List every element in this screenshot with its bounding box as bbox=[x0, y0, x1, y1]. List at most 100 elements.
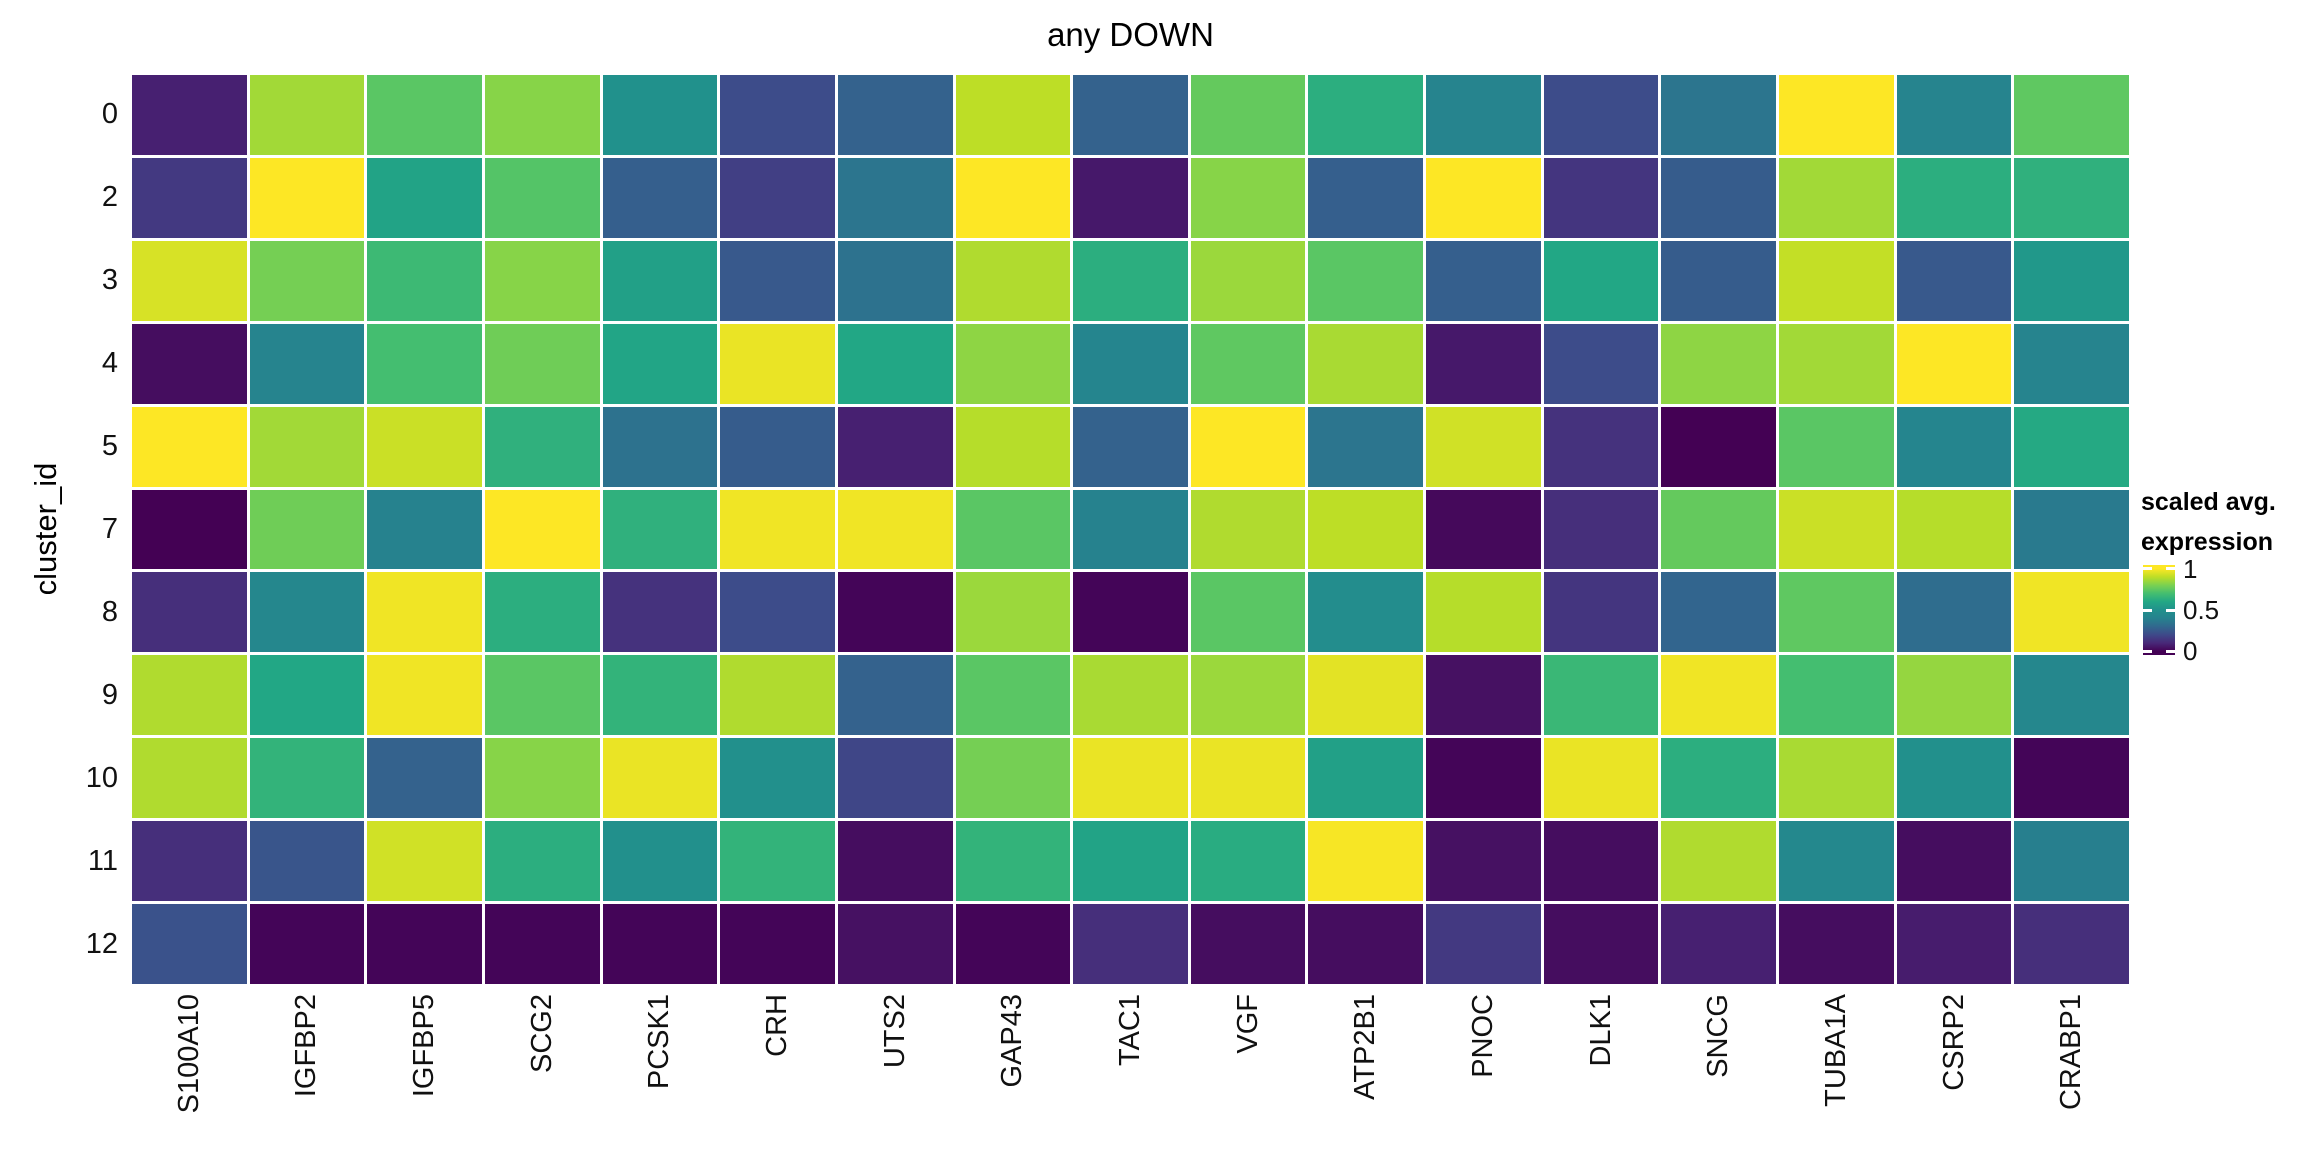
heatmap-cell bbox=[837, 323, 953, 404]
heatmap-cell bbox=[1073, 904, 1188, 984]
heatmap-cell bbox=[1073, 406, 1188, 487]
y-tick-label: 10 bbox=[85, 761, 118, 794]
heatmap-cell bbox=[1779, 406, 1894, 487]
legend-tick-mark bbox=[2143, 649, 2152, 653]
heatmap-cell bbox=[1426, 157, 1541, 238]
x-tick-label-text: CSRP2 bbox=[1937, 994, 1970, 1091]
x-tick-label: TUBA1A bbox=[1779, 994, 1894, 1149]
x-tick-label-text: TUBA1A bbox=[1819, 994, 1852, 1107]
heatmap-cell bbox=[2014, 406, 2129, 487]
heatmap-cell bbox=[1073, 489, 1188, 570]
y-axis-tick-labels: 0 2 3 4 5 7 8 9 10 11 12 bbox=[0, 75, 118, 984]
heatmap-cell bbox=[1308, 572, 1424, 653]
heatmap-grid bbox=[132, 75, 2129, 984]
heatmap-cell bbox=[367, 406, 482, 487]
chart-title: any DOWN bbox=[1047, 16, 1214, 53]
heatmap-cell bbox=[249, 572, 365, 653]
heatmap-cell bbox=[249, 655, 365, 736]
x-tick-label: CRABP1 bbox=[2014, 994, 2129, 1149]
x-tick-label-text: TAC1 bbox=[1113, 994, 1146, 1066]
heatmap-cell bbox=[1426, 738, 1541, 819]
heatmap-cell bbox=[837, 904, 953, 984]
y-tick-label: 8 bbox=[101, 595, 118, 628]
heatmap-cell bbox=[1896, 489, 2012, 570]
heatmap-cell bbox=[1073, 240, 1188, 321]
heatmap-cell bbox=[1190, 821, 1306, 902]
heatmap-cell bbox=[367, 323, 482, 404]
heatmap-cell bbox=[1896, 406, 2012, 487]
heatmap-cell bbox=[720, 75, 835, 155]
x-tick-label: SCG2 bbox=[485, 994, 600, 1149]
heatmap-cell bbox=[1896, 157, 2012, 238]
x-tick-label: DLK1 bbox=[1544, 994, 1659, 1149]
heatmap-cell bbox=[1308, 75, 1424, 155]
heatmap-cell bbox=[1190, 489, 1306, 570]
heatmap-cell bbox=[1661, 240, 1777, 321]
heatmap-cell bbox=[955, 904, 1071, 984]
heatmap-cell bbox=[1073, 572, 1188, 653]
heatmap-cell bbox=[1896, 75, 2012, 155]
heatmap-cell bbox=[132, 489, 247, 570]
heatmap-cell bbox=[484, 738, 600, 819]
heatmap-cell bbox=[484, 821, 600, 902]
heatmap-cell bbox=[249, 157, 365, 238]
heatmap-cell bbox=[1308, 240, 1424, 321]
heatmap-cell bbox=[1896, 323, 2012, 404]
heatmap-cell bbox=[2014, 738, 2129, 819]
legend-tick-mark bbox=[2166, 567, 2175, 571]
heatmap-cell bbox=[1073, 323, 1188, 404]
legend-tick-label: 1 bbox=[2183, 553, 2198, 584]
heatmap-cell bbox=[720, 406, 835, 487]
heatmap-cell bbox=[602, 904, 718, 984]
x-tick-label-text: SCG2 bbox=[525, 994, 558, 1073]
heatmap-cell bbox=[1661, 904, 1777, 984]
heatmap-cell bbox=[837, 240, 953, 321]
heatmap-cell bbox=[1543, 904, 1659, 984]
heatmap-cell bbox=[1543, 489, 1659, 570]
x-tick-label: SNCG bbox=[1661, 994, 1776, 1149]
heatmap-cell bbox=[1779, 75, 1894, 155]
heatmap-cell bbox=[1308, 489, 1424, 570]
heatmap-cell bbox=[2014, 489, 2129, 570]
heatmap-cell bbox=[1779, 738, 1894, 819]
heatmap-cell bbox=[1543, 572, 1659, 653]
heatmap-cell bbox=[132, 75, 247, 155]
heatmap-cell bbox=[1543, 75, 1659, 155]
heatmap-cell bbox=[1190, 904, 1306, 984]
heatmap-cell bbox=[837, 406, 953, 487]
heatmap-cell bbox=[1779, 240, 1894, 321]
heatmap-cell bbox=[1543, 240, 1659, 321]
heatmap-cell bbox=[955, 821, 1071, 902]
heatmap-cell bbox=[1308, 655, 1424, 736]
heatmap-cell bbox=[1426, 489, 1541, 570]
heatmap-cell bbox=[249, 489, 365, 570]
heatmap-cell bbox=[2014, 572, 2129, 653]
heatmap-cell bbox=[1073, 75, 1188, 155]
heatmap-cell bbox=[1896, 821, 2012, 902]
legend-tick-mark bbox=[2166, 608, 2175, 612]
heatmap-cell bbox=[1073, 655, 1188, 736]
heatmap-cell bbox=[249, 904, 365, 984]
heatmap-cell bbox=[1779, 821, 1894, 902]
heatmap-cell bbox=[1661, 323, 1777, 404]
heatmap-cell bbox=[602, 738, 718, 819]
y-tick-label: 4 bbox=[101, 347, 118, 380]
heatmap-cell bbox=[484, 489, 600, 570]
heatmap-cell bbox=[1661, 738, 1777, 819]
heatmap-cell bbox=[1661, 406, 1777, 487]
heatmap-cell bbox=[720, 489, 835, 570]
heatmap-cell bbox=[720, 572, 835, 653]
x-tick-label: S100A10 bbox=[132, 994, 247, 1149]
x-tick-label-text: ATP2B1 bbox=[1349, 994, 1382, 1100]
heatmap-cell bbox=[1896, 655, 2012, 736]
heatmap-cell bbox=[1190, 240, 1306, 321]
heatmap-cell bbox=[602, 821, 718, 902]
heatmap-cell bbox=[132, 406, 247, 487]
heatmap-cell bbox=[1308, 323, 1424, 404]
heatmap-cell bbox=[955, 323, 1071, 404]
heatmap-cell bbox=[367, 821, 482, 902]
heatmap-cell bbox=[955, 489, 1071, 570]
heatmap-cell bbox=[1190, 572, 1306, 653]
legend-colorbar bbox=[2143, 565, 2175, 655]
heatmap-cell bbox=[132, 157, 247, 238]
